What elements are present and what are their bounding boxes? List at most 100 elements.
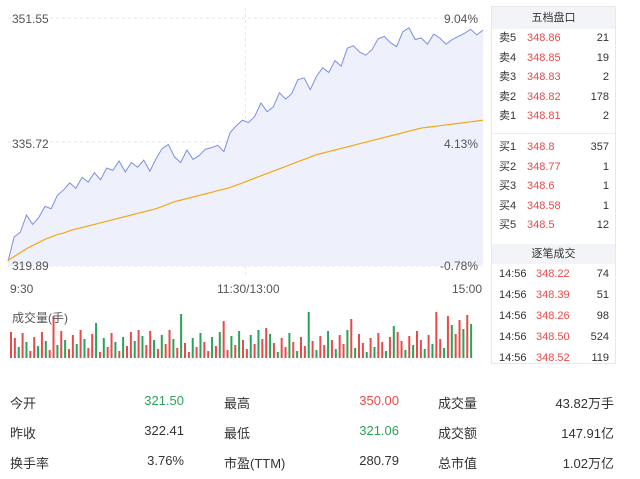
trade-quantity: 119 xyxy=(591,351,609,364)
volume-bar xyxy=(280,338,283,358)
volume-bar xyxy=(195,347,198,358)
trade-row: 14:56 348.26 98 xyxy=(492,306,615,327)
ask-quantity: 21 xyxy=(596,32,609,44)
ask-row: 卖3 348.83 2 xyxy=(492,68,615,88)
mcap-label: 总市值 xyxy=(438,456,478,471)
bid-level-label: 买3 xyxy=(499,180,517,193)
trade-row: 14:56 348.52 119 xyxy=(492,348,615,369)
volume-bar xyxy=(91,334,94,358)
volume-bar xyxy=(381,342,384,358)
volume-bar xyxy=(98,352,101,358)
volume-bar xyxy=(203,342,206,358)
ask-price: 348.85 xyxy=(527,51,561,64)
amount-value: 147.91亿 xyxy=(561,426,614,441)
time-label-open: 9:30 xyxy=(10,282,34,296)
volume-bar xyxy=(83,339,86,358)
volume-bar xyxy=(327,331,330,358)
ask-quantity: 178 xyxy=(590,90,609,103)
ask-price: 348.82 xyxy=(527,90,561,103)
volume-bar xyxy=(145,345,148,358)
volume-bar xyxy=(79,330,82,358)
volume-bar xyxy=(466,315,469,358)
prev-close-label: 昨收 xyxy=(10,426,37,441)
volume-bar xyxy=(214,346,217,358)
bid-row: 买3 348.6 1 xyxy=(492,177,615,197)
bid-quantity: 12 xyxy=(596,219,609,232)
volume-bar xyxy=(114,342,117,358)
ask-price: 348.83 xyxy=(527,71,561,84)
open-value: 321.50 xyxy=(144,393,184,408)
trade-price: 348.39 xyxy=(536,288,570,301)
volume-bar xyxy=(300,337,302,358)
volume-bar xyxy=(56,345,59,358)
volume-bar xyxy=(64,340,67,358)
trade-price: 348.22 xyxy=(536,267,570,280)
volume-bar xyxy=(470,324,473,358)
ask-level-label: 卖1 xyxy=(499,110,517,123)
ask-level-label: 卖5 xyxy=(499,32,517,44)
volume-bar xyxy=(184,343,186,358)
ask-row: 卖1 348.81 2 xyxy=(492,107,615,127)
volume-bar xyxy=(75,344,78,358)
bid-price: 348.77 xyxy=(527,160,561,173)
volume-bar xyxy=(319,336,322,358)
volume-bar xyxy=(431,344,434,358)
volume-bar xyxy=(102,338,105,358)
ask-quantity: 19 xyxy=(596,51,609,64)
y-axis-mid-percent: 4.13% xyxy=(443,137,478,151)
price-area-fill xyxy=(8,27,483,266)
volume-bar xyxy=(311,341,314,358)
volume-bar xyxy=(276,352,279,358)
volume-bar xyxy=(25,342,28,358)
bid-quantity: 1 xyxy=(602,180,609,193)
low-label: 最低 xyxy=(224,426,251,441)
ask-level-label: 卖2 xyxy=(499,90,517,103)
volume-bar xyxy=(156,349,159,358)
intraday-price-chart[interactable] xyxy=(0,0,490,300)
ask-row: 卖5 348.86 21 xyxy=(492,29,615,49)
volume-bar xyxy=(207,351,210,358)
bid-price: 348.8 xyxy=(527,140,555,153)
volume-bar xyxy=(412,345,415,358)
trade-price: 348.52 xyxy=(536,351,570,364)
volume-bar xyxy=(446,316,449,358)
volume-bar xyxy=(443,348,446,358)
trade-time: 14:56 xyxy=(499,309,527,322)
volume-bar xyxy=(303,346,306,358)
volume-bar xyxy=(307,312,310,358)
volume-bar xyxy=(87,348,90,358)
volume-bar xyxy=(164,344,167,358)
volume-bar xyxy=(160,335,163,358)
bid-quantity: 1 xyxy=(602,160,609,173)
volume-bar xyxy=(44,341,47,358)
volume-bar xyxy=(346,330,349,358)
trade-quantity: 74 xyxy=(596,267,609,280)
volume-bar xyxy=(377,333,380,358)
trade-row: 14:56 348.50 524 xyxy=(492,327,615,348)
volume-bar xyxy=(60,331,63,358)
bid-row: 买4 348.58 1 xyxy=(492,197,615,217)
volume-bar xyxy=(350,319,353,358)
volume-bar xyxy=(400,341,403,358)
volume-bar xyxy=(126,346,128,358)
trade-row: 14:56 348.22 74 xyxy=(492,264,615,285)
volume-bar xyxy=(137,330,140,358)
trade-price: 348.26 xyxy=(536,309,570,322)
bid-level-label: 买1 xyxy=(499,140,517,153)
bid-level-label: 买4 xyxy=(499,199,517,212)
volume-bar xyxy=(338,335,341,358)
volume-bar xyxy=(365,352,368,358)
volume-bar xyxy=(454,334,457,358)
volume-chart[interactable] xyxy=(8,308,484,364)
volume-bar xyxy=(330,340,333,358)
volume-bar xyxy=(118,351,121,358)
bid-row: 买1 348.8 357 xyxy=(492,138,615,158)
volume-bar xyxy=(315,350,318,358)
trade-list: 14:56 348.22 74 14:56 348.39 51 14:56 348.26 98 1… xyxy=(492,264,615,369)
volume-bar xyxy=(48,350,51,358)
order-book-title: 五档盘口 xyxy=(492,7,615,29)
volume-bar xyxy=(218,332,221,358)
y-axis-high-price: 351.55 xyxy=(12,12,49,26)
volume-bar xyxy=(191,338,194,358)
volume-bar xyxy=(180,314,183,358)
